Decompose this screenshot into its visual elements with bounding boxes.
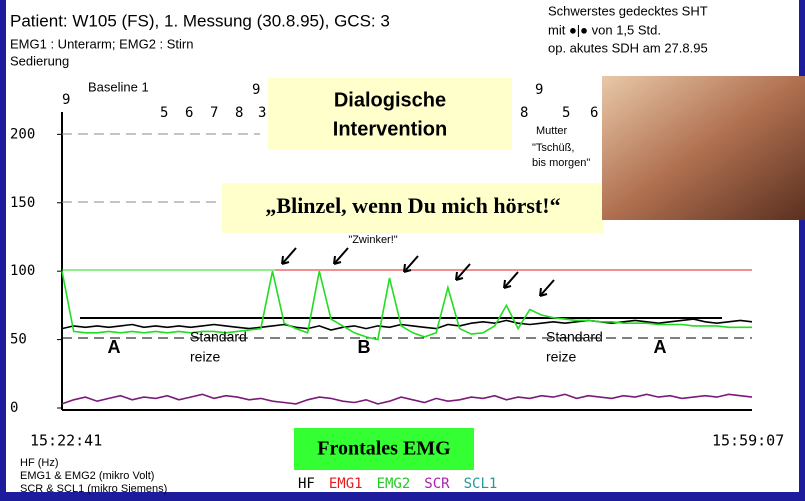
- annotation: Standard: [546, 329, 603, 345]
- chart: Patient: W105 (FS), 1. Messung (30.8.95)…: [0, 0, 805, 496]
- annotation: "Zwinker!": [348, 234, 397, 246]
- photo: [602, 76, 805, 220]
- annotation: Mutter: [536, 125, 568, 137]
- marker-label: 9: [535, 82, 543, 98]
- marker-label: 5: [160, 105, 168, 121]
- phase-label: A: [654, 337, 667, 357]
- legend-entry: HF: [298, 476, 315, 492]
- annotation: Standard: [190, 329, 247, 345]
- legend-entry: SCL1: [464, 476, 498, 492]
- legend-entry: SCR: [424, 476, 450, 492]
- marker-label: 5: [562, 105, 570, 121]
- subtitle: Sedierung: [10, 53, 69, 68]
- x-tick-label: 15:22:41: [30, 432, 102, 450]
- y-tick-label: 150: [10, 195, 35, 211]
- y-tick-label: 0: [10, 400, 18, 416]
- annotation: reize: [546, 349, 577, 365]
- annotation: „Blinzel, wenn Du mich hörst!“: [265, 193, 560, 218]
- title: Patient: W105 (FS), 1. Messung (30.8.95)…: [10, 11, 390, 30]
- marker-label: 7: [210, 105, 218, 121]
- marker-label: 9: [62, 92, 70, 108]
- annotation: "Tschüß,: [532, 142, 574, 154]
- marker-label: 8: [235, 105, 243, 121]
- phase-label: B: [358, 337, 371, 357]
- annotation: Intervention: [333, 118, 447, 140]
- marker-label: 6: [185, 105, 193, 121]
- annotation: reize: [190, 349, 221, 365]
- marker-label: 9: [252, 82, 260, 98]
- unit-label: HF (Hz): [20, 457, 59, 469]
- subtitle: EMG1 : Unterarm; EMG2 : Stirn: [10, 36, 194, 51]
- marker-label: 3: [258, 105, 266, 121]
- legend-entry: EMG2: [377, 476, 411, 492]
- annotation: Dialogische: [334, 89, 446, 111]
- note: Schwerstes gedecktes SHT: [548, 3, 708, 18]
- marker-label: Baseline 1: [88, 79, 149, 94]
- legend-entry: EMG1: [329, 476, 363, 492]
- phase-label: A: [108, 337, 121, 357]
- y-tick-label: 50: [10, 332, 27, 348]
- marker-label: 6: [590, 105, 598, 121]
- annotation: bis morgen": [532, 157, 590, 169]
- unit-label: SCR & SCL1 (mikro Siemens): [20, 483, 167, 495]
- panel: [6, 0, 799, 492]
- unit-label: EMG1 & EMG2 (mikro Volt): [20, 470, 154, 482]
- y-tick-label: 100: [10, 263, 35, 279]
- x-tick-label: 15:59:07: [712, 432, 784, 450]
- annotation: Frontales EMG: [317, 438, 451, 460]
- note: mit ●|● von 1,5 Std.: [548, 22, 661, 37]
- y-tick-label: 200: [10, 126, 35, 142]
- note: op. akutes SDH am 27.8.95: [548, 40, 708, 55]
- page: Patient: W105 (FS), 1. Messung (30.8.95)…: [0, 0, 805, 496]
- marker-label: 8: [520, 105, 528, 121]
